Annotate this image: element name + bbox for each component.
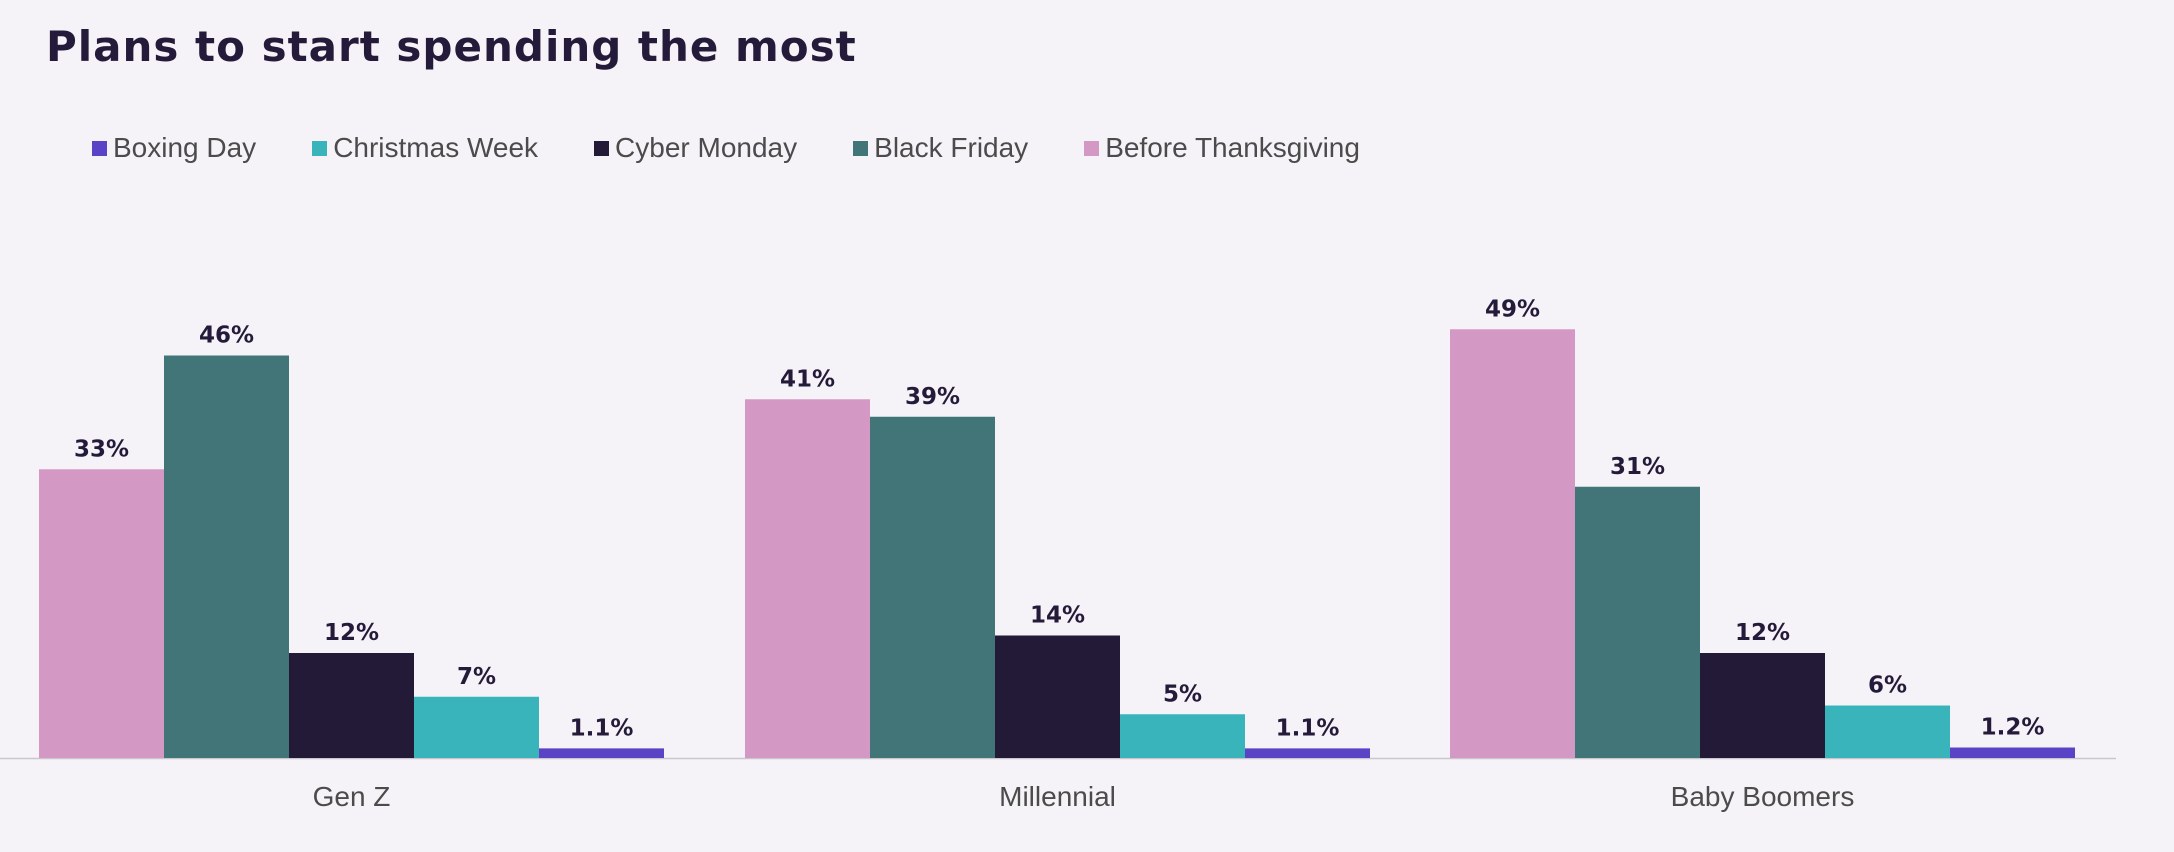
bar-millennial-boxing-day <box>1245 748 1370 758</box>
bar-millennial-cyber-monday <box>995 635 1120 758</box>
data-label-gen-z-cyber-monday: 12% <box>324 620 379 646</box>
data-label-millennial-christmas-week: 5% <box>1163 681 1202 707</box>
legend-swatch-cyber-monday <box>594 140 610 156</box>
data-label-millennial-before-thanksgiving: 41% <box>780 366 835 392</box>
data-label-baby-boomers-black-friday: 31% <box>1610 454 1665 480</box>
legend-swatch-before-thanksgiving <box>1084 140 1100 156</box>
data-label-baby-boomers-boxing-day: 1.2% <box>1981 715 2045 741</box>
legend-label-before-thanksgiving: Before Thanksgiving <box>1105 132 1360 163</box>
x-tick-label-gen-z: Gen Z <box>313 781 391 812</box>
bar-millennial-christmas-week <box>1120 714 1245 758</box>
bar-baby-boomers-before-thanksgiving <box>1450 329 1575 758</box>
bar-millennial-black-friday <box>870 416 995 758</box>
bar-baby-boomers-cyber-monday <box>1700 653 1825 758</box>
chart-legend: Boxing Day Christmas Week Cyber Monday B… <box>92 132 1416 164</box>
legend-item-cyber-monday: Cyber Monday <box>594 132 797 164</box>
bar-baby-boomers-christmas-week <box>1825 705 1950 758</box>
bar-baby-boomers-boxing-day <box>1950 747 2075 758</box>
legend-label-cyber-monday: Cyber Monday <box>615 132 798 163</box>
data-label-baby-boomers-christmas-week: 6% <box>1868 673 1907 699</box>
legend-swatch-black-friday <box>853 140 869 156</box>
legend-item-black-friday: Black Friday <box>853 132 1028 164</box>
data-label-millennial-cyber-monday: 14% <box>1030 603 1085 629</box>
bar-gen-z-black-friday <box>164 355 289 758</box>
bar-gen-z-cyber-monday <box>289 653 414 758</box>
bar-millennial-before-thanksgiving <box>745 399 870 758</box>
legend-label-boxing-day: Boxing Day <box>113 132 257 163</box>
data-label-millennial-black-friday: 39% <box>905 384 960 410</box>
x-tick-label-millennial: Millennial <box>999 781 1116 812</box>
data-label-baby-boomers-before-thanksgiving: 49% <box>1485 296 1540 322</box>
legend-label-christmas-week: Christmas Week <box>333 132 539 163</box>
bar-gen-z-before-thanksgiving <box>39 469 164 758</box>
chart-title: Plans to start spending the most <box>46 22 857 71</box>
data-label-gen-z-christmas-week: 7% <box>457 664 496 690</box>
legend-label-black-friday: Black Friday <box>874 132 1029 163</box>
data-label-gen-z-before-thanksgiving: 33% <box>74 436 129 462</box>
data-label-gen-z-black-friday: 46% <box>199 323 254 349</box>
data-label-gen-z-boxing-day: 1.1% <box>570 715 634 741</box>
bar-gen-z-christmas-week <box>414 696 539 758</box>
bar-gen-z-boxing-day <box>539 748 664 758</box>
legend-item-boxing-day: Boxing Day <box>92 132 256 164</box>
legend-swatch-boxing-day <box>92 140 107 156</box>
data-label-millennial-boxing-day: 1.1% <box>1276 715 1340 741</box>
legend-item-christmas-week: Christmas Week <box>312 132 538 164</box>
legend-item-before-thanksgiving: Before Thanksgiving <box>1084 132 1360 164</box>
x-tick-label-baby-boomers: Baby Boomers <box>1671 781 1855 812</box>
bar-baby-boomers-black-friday <box>1575 486 1700 758</box>
data-label-baby-boomers-cyber-monday: 12% <box>1735 620 1790 646</box>
legend-swatch-christmas-week <box>312 140 328 156</box>
